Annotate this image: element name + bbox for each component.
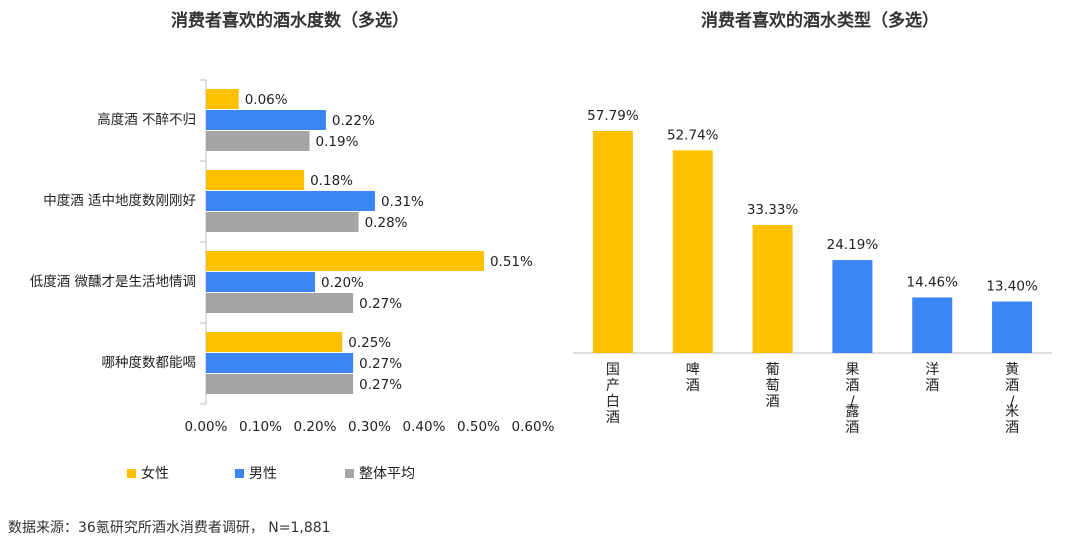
category-label-char: 米: [1005, 404, 1019, 420]
data-label: 14.46%: [907, 274, 959, 290]
bar: [672, 150, 713, 353]
legend-swatch: [235, 469, 244, 478]
category-label: 高度酒 不醉不归: [97, 111, 196, 128]
category-label-char: /: [1010, 394, 1015, 410]
left-chart-title: 消费者喜欢的酒水度数（多选）: [171, 11, 409, 31]
category-label-char: 露: [845, 404, 859, 420]
data-label: 24.19%: [827, 237, 879, 253]
bar-average: [206, 131, 310, 151]
bar-male: [206, 191, 375, 211]
category-label: 哪种度数都能喝: [102, 355, 197, 371]
bar-female: [206, 170, 305, 190]
category-label-char: 葡: [766, 362, 780, 378]
data-label: 0.31%: [381, 194, 424, 210]
category-label-char: 酒: [925, 378, 939, 394]
category-label-char: 酒: [686, 378, 700, 394]
x-tick-label: 0.00%: [185, 419, 228, 435]
data-label: 0.27%: [359, 356, 402, 372]
category-label-char: 酒: [1005, 378, 1019, 394]
bar-female: [206, 89, 239, 109]
bar-female: [206, 251, 484, 271]
x-tick-label: 0.40%: [403, 419, 446, 435]
bar-average: [206, 293, 354, 313]
x-tick-label: 0.50%: [457, 419, 500, 435]
category-label-char: 黄: [1005, 361, 1019, 378]
bar: [912, 297, 953, 353]
legend-label: 女性: [141, 465, 169, 482]
category-label-char: 酒: [766, 394, 780, 410]
data-label: 0.27%: [359, 377, 402, 393]
bar: [752, 224, 793, 353]
data-label: 0.25%: [348, 335, 391, 351]
data-label: 13.40%: [986, 279, 1038, 295]
category-label-char: 酒: [1005, 420, 1019, 436]
data-label: 52.74%: [667, 127, 719, 143]
legend-label: 男性: [249, 466, 277, 482]
data-label: 0.18%: [310, 173, 353, 189]
x-tick-label: 0.20%: [294, 419, 337, 435]
category-label-char: 白: [606, 394, 620, 410]
legend-swatch: [345, 469, 354, 478]
data-label: 0.28%: [365, 215, 408, 231]
right-chart-title: 消费者喜欢的酒水类型（多选）: [701, 11, 939, 31]
data-label: 0.22%: [332, 113, 375, 129]
category-label-char: 啤: [686, 362, 700, 378]
category-label: 中度酒 适中地度数刚刚好: [43, 193, 196, 209]
category-label-char: 洋: [925, 362, 939, 378]
bar-male: [206, 272, 315, 292]
data-label: 0.20%: [321, 275, 364, 291]
legend-swatch: [127, 469, 136, 478]
bar-male: [206, 353, 354, 373]
bar: [592, 131, 633, 353]
category-label-char: 国: [606, 362, 620, 378]
data-label: 0.19%: [316, 134, 359, 150]
category-label-char: 果: [845, 362, 859, 378]
bar: [992, 301, 1033, 353]
x-tick-label: 0.30%: [348, 419, 391, 435]
bar-average: [206, 212, 359, 232]
category-label-char: 酒: [845, 420, 859, 436]
category-label-char: 酒: [845, 378, 859, 394]
category-label: 低度酒 微醺才是生活地情调: [30, 274, 196, 290]
data-label: 0.06%: [245, 92, 288, 108]
data-label: 0.51%: [490, 254, 533, 270]
x-tick-label: 0.60%: [512, 419, 555, 435]
bar: [832, 260, 873, 353]
bar-female: [206, 332, 343, 352]
data-label: 33.33%: [747, 202, 799, 218]
category-label-char: 萄: [766, 378, 780, 394]
bar-male: [206, 110, 326, 130]
category-label-char: 产: [606, 378, 620, 394]
category-label-char: /: [850, 394, 855, 410]
data-label: 0.27%: [359, 296, 402, 312]
data-label: 57.79%: [587, 108, 639, 124]
legend-label: 整体平均: [359, 466, 415, 482]
bar-average: [206, 374, 354, 394]
data-source-note: 数据来源：36氪研究所酒水消费者调研， N=1,881: [8, 520, 331, 536]
x-tick-label: 0.10%: [239, 419, 282, 435]
category-label-char: 酒: [606, 410, 620, 426]
